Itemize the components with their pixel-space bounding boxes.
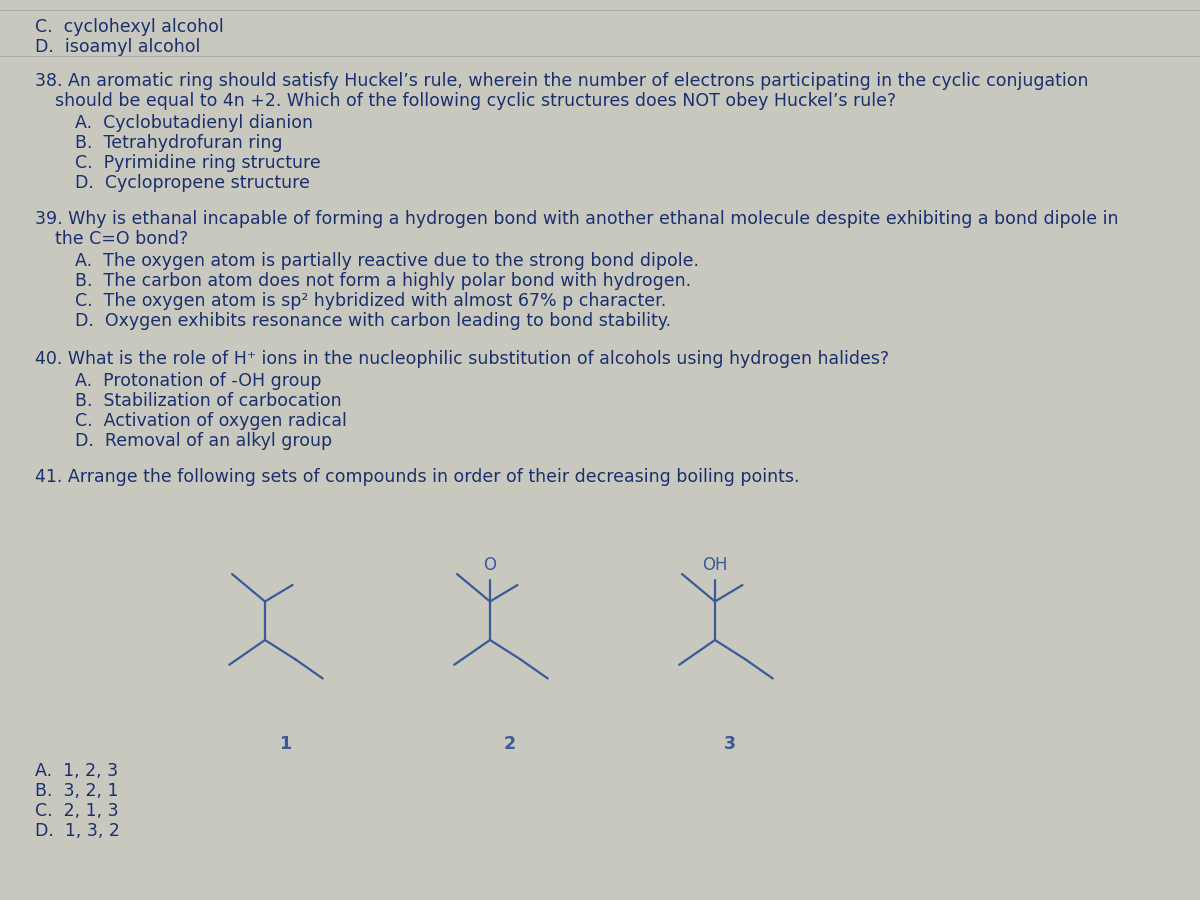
Text: 1: 1 [278, 735, 292, 753]
Text: B.  Stabilization of carbocation: B. Stabilization of carbocation [74, 392, 342, 410]
Text: 38. An aromatic ring should satisfy Huckel’s rule, wherein the number of electro: 38. An aromatic ring should satisfy Huck… [35, 72, 1088, 90]
Text: C.  The oxygen atom is sp² hybridized with almost 67% p character.: C. The oxygen atom is sp² hybridized wit… [74, 292, 666, 310]
Text: A.  Cyclobutadienyl dianion: A. Cyclobutadienyl dianion [74, 114, 313, 132]
Text: D.  Oxygen exhibits resonance with carbon leading to bond stability.: D. Oxygen exhibits resonance with carbon… [74, 312, 671, 330]
Text: OH: OH [702, 555, 727, 573]
Text: C.  2, 1, 3: C. 2, 1, 3 [35, 802, 119, 820]
Text: B.  The carbon atom does not form a highly polar bond with hydrogen.: B. The carbon atom does not form a highl… [74, 272, 691, 290]
Text: A.  Protonation of -OH group: A. Protonation of -OH group [74, 372, 322, 390]
Text: A.  1, 2, 3: A. 1, 2, 3 [35, 762, 118, 780]
Text: D.  Cyclopropene structure: D. Cyclopropene structure [74, 174, 310, 192]
Text: C.  cyclohexyl alcohol: C. cyclohexyl alcohol [35, 18, 223, 36]
Text: 40. What is the role of H⁺ ions in the nucleophilic substitution of alcohols usi: 40. What is the role of H⁺ ions in the n… [35, 350, 889, 368]
Text: B.  Tetrahydrofuran ring: B. Tetrahydrofuran ring [74, 134, 282, 152]
Text: D.  isoamyl alcohol: D. isoamyl alcohol [35, 38, 200, 56]
Text: 41. Arrange the following sets of compounds in order of their decreasing boiling: 41. Arrange the following sets of compou… [35, 468, 799, 486]
Text: D.  1, 3, 2: D. 1, 3, 2 [35, 822, 120, 840]
Text: B.  3, 2, 1: B. 3, 2, 1 [35, 782, 119, 800]
Text: O: O [484, 555, 497, 573]
Text: 39. Why is ethanal incapable of forming a hydrogen bond with another ethanal mol: 39. Why is ethanal incapable of forming … [35, 210, 1118, 228]
Text: the C=O bond?: the C=O bond? [55, 230, 188, 248]
Text: should be equal to 4n +2. Which of the following cyclic structures does NOT obey: should be equal to 4n +2. Which of the f… [55, 92, 896, 110]
Text: 3: 3 [724, 735, 736, 753]
Text: A.  The oxygen atom is partially reactive due to the strong bond dipole.: A. The oxygen atom is partially reactive… [74, 252, 698, 270]
Text: C.  Activation of oxygen radical: C. Activation of oxygen radical [74, 412, 347, 430]
Text: C.  Pyrimidine ring structure: C. Pyrimidine ring structure [74, 154, 320, 172]
Text: D.  Removal of an alkyl group: D. Removal of an alkyl group [74, 432, 332, 450]
Text: 2: 2 [504, 735, 516, 753]
